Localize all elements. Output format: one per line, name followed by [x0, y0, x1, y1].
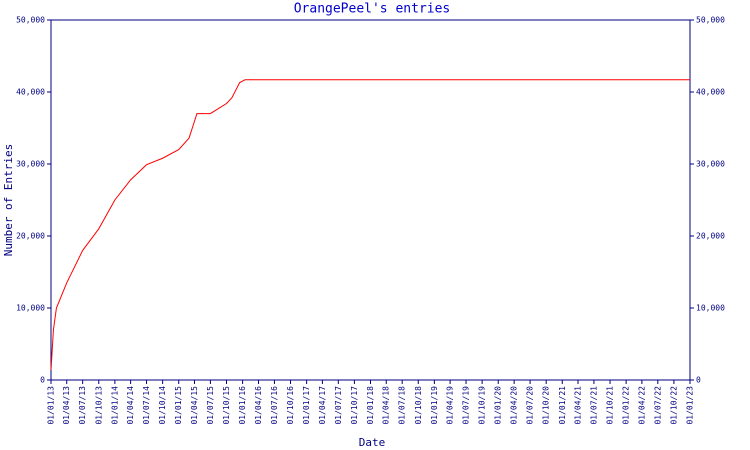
x-tick-label: 01/01/19 — [430, 386, 439, 425]
x-tick-label: 01/01/16 — [238, 386, 247, 425]
chart-title: OrangePeel's entries — [294, 2, 451, 17]
x-tick-label: 01/10/19 — [478, 386, 487, 425]
y-tick-label: 40,000 — [16, 88, 45, 97]
x-tick-label: 01/01/23 — [686, 386, 695, 425]
x-tick-label: 01/10/15 — [222, 386, 231, 425]
x-axis-label: Date — [359, 436, 386, 449]
x-tick-label: 01/04/14 — [126, 386, 135, 425]
x-tick-label: 01/10/20 — [542, 386, 551, 425]
x-tick-label: 01/07/20 — [526, 386, 535, 425]
y-tick-label: 30,000 — [696, 160, 725, 169]
x-tick-label: 01/07/22 — [653, 386, 662, 425]
x-tick-label: 01/07/15 — [206, 386, 215, 425]
x-tick-label: 01/01/22 — [622, 386, 631, 425]
x-tick-label: 01/07/17 — [334, 386, 343, 425]
x-tick-label: 01/10/14 — [158, 386, 167, 425]
x-tick-label: 01/04/16 — [254, 386, 263, 425]
y-tick-label: 40,000 — [696, 88, 725, 97]
x-tick-label: 01/04/22 — [637, 386, 646, 425]
y-tick-label: 20,000 — [696, 232, 725, 241]
x-tick-label: 01/01/15 — [174, 386, 183, 425]
x-tick-label: 01/04/21 — [574, 386, 583, 425]
y-axis-label: Number of Entries — [2, 144, 15, 257]
y-tick-label: 0 — [40, 376, 45, 385]
x-tick-label: 01/04/18 — [382, 386, 391, 425]
y-tick-label: 30,000 — [16, 160, 45, 169]
y-tick-label: 10,000 — [16, 304, 45, 313]
x-tick-label: 01/10/22 — [669, 386, 678, 425]
x-tick-label: 01/07/21 — [589, 386, 598, 425]
x-tick-label: 01/04/13 — [62, 386, 71, 425]
y-tick-label: 50,000 — [16, 16, 45, 25]
x-tick-label: 01/10/16 — [286, 386, 295, 425]
y-tick-label: 0 — [696, 376, 701, 385]
x-tick-label: 01/04/19 — [446, 386, 455, 425]
x-tick-label: 01/04/15 — [190, 386, 199, 425]
x-tick-label: 01/10/17 — [350, 386, 359, 425]
x-tick-label: 01/04/20 — [510, 386, 519, 425]
x-tick-label: 01/01/18 — [366, 386, 375, 425]
x-tick-label: 01/01/14 — [110, 386, 119, 425]
y-tick-label: 50,000 — [696, 16, 725, 25]
x-tick-label: 01/01/20 — [494, 386, 503, 425]
x-tick-label: 01/10/13 — [94, 386, 103, 425]
x-tick-label: 01/07/18 — [398, 386, 407, 425]
y-tick-label: 20,000 — [16, 232, 45, 241]
x-tick-label: 01/10/21 — [606, 386, 615, 425]
data-line — [50, 79, 690, 370]
x-tick-label: 01/07/19 — [462, 386, 471, 425]
x-tick-label: 01/01/17 — [302, 386, 311, 425]
x-tick-label: 01/01/13 — [47, 386, 56, 425]
x-tick-label: 01/07/13 — [78, 386, 87, 425]
x-tick-label: 01/07/16 — [270, 386, 279, 425]
plot-frame — [50, 19, 691, 381]
x-tick-label: 01/07/14 — [142, 386, 151, 425]
y-tick-label: 10,000 — [696, 304, 725, 313]
x-tick-label: 01/10/18 — [414, 386, 423, 425]
x-tick-label: 01/01/21 — [558, 386, 567, 425]
x-tick-label: 01/04/17 — [318, 386, 327, 425]
